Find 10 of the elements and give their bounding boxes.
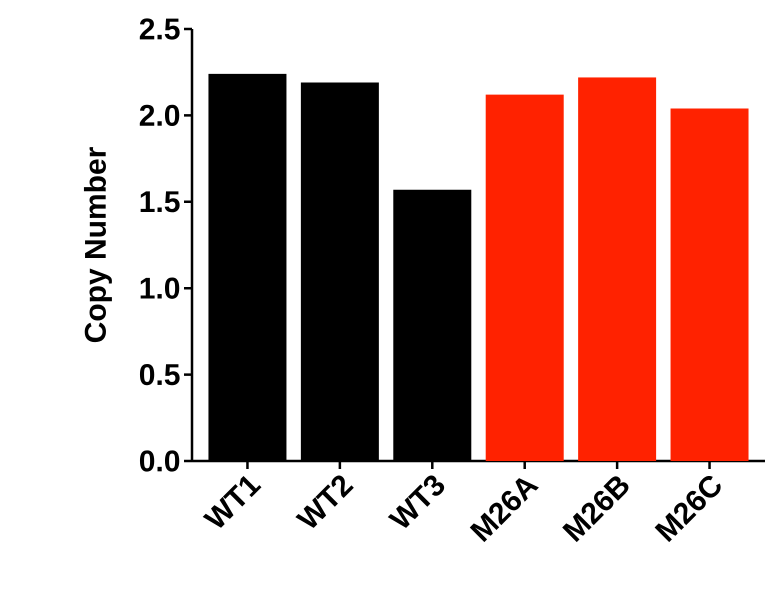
y-tick-label: 0.0: [140, 450, 180, 472]
bar: [486, 94, 564, 461]
y-tick-label: 1.0: [140, 278, 180, 299]
y-tick-label: 2.5: [140, 18, 180, 40]
y-tick-label: 2.0: [140, 104, 180, 126]
y-axis-title: Copy Number: [84, 147, 112, 342]
y-tick-label: 1.5: [140, 191, 180, 212]
bar: [670, 108, 749, 461]
y-tick-label: 0.5: [140, 364, 180, 386]
bar: [578, 77, 656, 461]
